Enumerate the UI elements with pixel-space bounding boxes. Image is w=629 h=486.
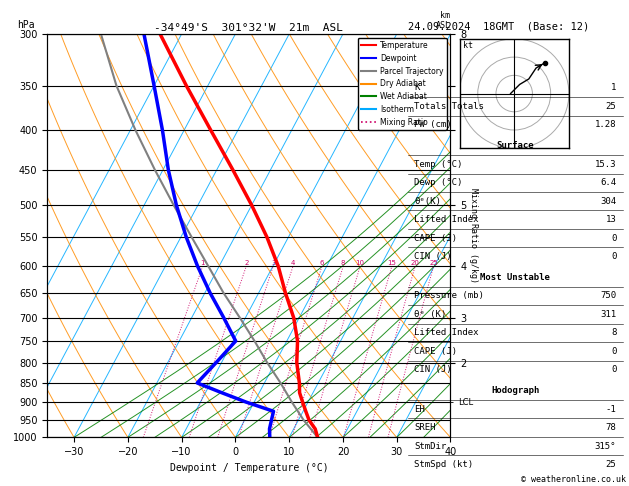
X-axis label: Dewpoint / Temperature (°C): Dewpoint / Temperature (°C) — [170, 463, 328, 473]
Text: 15: 15 — [387, 260, 396, 266]
Text: 0: 0 — [611, 347, 616, 356]
Text: © weatheronline.co.uk: © weatheronline.co.uk — [521, 474, 626, 484]
Title: -34°49'S  301°32'W  21m  ASL: -34°49'S 301°32'W 21m ASL — [154, 23, 343, 33]
Text: 315°: 315° — [595, 442, 616, 451]
Text: 8: 8 — [341, 260, 345, 266]
Text: hPa: hPa — [17, 20, 35, 30]
Text: CIN (J): CIN (J) — [414, 365, 452, 374]
Text: 1: 1 — [611, 84, 616, 92]
Text: Pressure (mb): Pressure (mb) — [414, 292, 484, 300]
Text: CAPE (J): CAPE (J) — [414, 347, 457, 356]
Text: 78: 78 — [606, 423, 616, 432]
Text: PW (cm): PW (cm) — [414, 121, 452, 129]
Text: 1: 1 — [201, 260, 205, 266]
Text: 6.4: 6.4 — [600, 178, 616, 187]
Text: StmSpd (kt): StmSpd (kt) — [414, 460, 473, 469]
Text: Dewp (°C): Dewp (°C) — [414, 178, 462, 187]
Text: 1.28: 1.28 — [595, 121, 616, 129]
Text: θᵉ(K): θᵉ(K) — [414, 197, 441, 206]
Text: 750: 750 — [600, 292, 616, 300]
Text: 0: 0 — [611, 234, 616, 243]
Text: 10: 10 — [355, 260, 365, 266]
Text: 20: 20 — [411, 260, 420, 266]
Text: -1: -1 — [606, 405, 616, 414]
Text: 4: 4 — [291, 260, 295, 266]
Text: CAPE (J): CAPE (J) — [414, 234, 457, 243]
Text: K: K — [414, 84, 420, 92]
Text: θᵉ (K): θᵉ (K) — [414, 310, 447, 319]
Text: Lifted Index: Lifted Index — [414, 329, 479, 337]
Text: 25: 25 — [429, 260, 438, 266]
Text: LCL: LCL — [459, 398, 474, 407]
Text: SREH: SREH — [414, 423, 435, 432]
Text: 13: 13 — [606, 215, 616, 224]
Text: 15.3: 15.3 — [595, 160, 616, 169]
Text: Totals Totals: Totals Totals — [414, 102, 484, 111]
Text: 304: 304 — [600, 197, 616, 206]
Text: StmDir: StmDir — [414, 442, 447, 451]
Text: 0: 0 — [611, 365, 616, 374]
Text: Hodograph: Hodograph — [491, 386, 539, 395]
Legend: Temperature, Dewpoint, Parcel Trajectory, Dry Adiabat, Wet Adiabat, Isotherm, Mi: Temperature, Dewpoint, Parcel Trajectory… — [358, 38, 447, 130]
Text: Temp (°C): Temp (°C) — [414, 160, 462, 169]
Text: km
ASL: km ASL — [435, 11, 450, 30]
Text: 24.09.2024  18GMT  (Base: 12): 24.09.2024 18GMT (Base: 12) — [408, 22, 589, 32]
Text: 8: 8 — [611, 329, 616, 337]
Text: 25: 25 — [606, 460, 616, 469]
Text: CIN (J): CIN (J) — [414, 252, 452, 261]
Y-axis label: Mixing Ratio (g/kg): Mixing Ratio (g/kg) — [469, 188, 477, 283]
Text: 6: 6 — [320, 260, 324, 266]
Text: 2: 2 — [244, 260, 248, 266]
Text: Surface: Surface — [496, 141, 534, 150]
Text: 311: 311 — [600, 310, 616, 319]
Text: Most Unstable: Most Unstable — [480, 273, 550, 282]
Text: EH: EH — [414, 405, 425, 414]
Text: 25: 25 — [606, 102, 616, 111]
Text: kt: kt — [463, 41, 473, 50]
Text: Lifted Index: Lifted Index — [414, 215, 479, 224]
Text: 0: 0 — [611, 252, 616, 261]
Text: 3: 3 — [271, 260, 276, 266]
